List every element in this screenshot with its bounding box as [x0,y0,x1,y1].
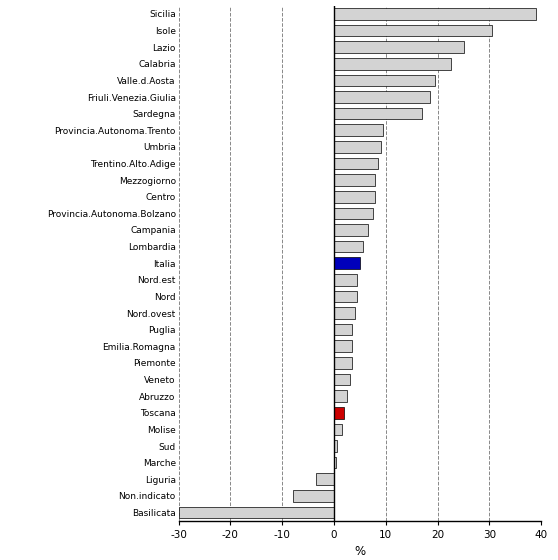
Bar [334,25,492,36]
Bar [334,124,383,136]
Bar [334,324,352,335]
Bar [334,258,360,269]
Bar [334,91,430,103]
Bar [334,41,464,53]
Bar [334,141,381,153]
Bar [334,191,376,203]
Bar [334,158,378,169]
Bar [316,473,334,485]
Bar [334,457,335,469]
Bar [334,174,376,186]
Bar [334,423,341,435]
Bar [334,74,435,86]
X-axis label: %: % [354,545,365,558]
Bar [334,224,368,236]
Bar [334,440,336,452]
Bar [334,407,344,418]
Bar [334,390,347,402]
Bar [292,490,334,502]
Bar [334,291,357,302]
Bar [334,8,536,20]
Bar [334,357,352,368]
Bar [334,208,373,219]
Bar [334,274,357,286]
Bar [334,241,363,253]
Bar [334,307,355,319]
Bar [334,340,352,352]
Bar [334,58,451,69]
Bar [179,507,334,519]
Bar [334,108,422,119]
Bar [334,374,349,385]
